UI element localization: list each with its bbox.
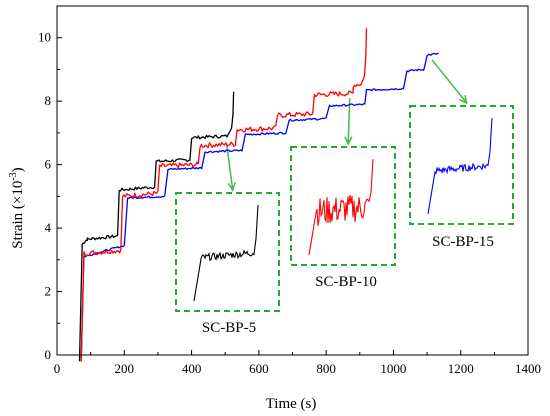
inset-label-sc-bp-10: SC-BP-10 bbox=[315, 274, 377, 290]
y-axis-title-close: ) bbox=[10, 167, 26, 172]
arrow-head-sc-bp-15 bbox=[459, 95, 468, 105]
y-tick-label: 6 bbox=[45, 157, 52, 172]
inset-trace-sc-bp-10 bbox=[308, 158, 374, 256]
inset-trace-sc-bp-5 bbox=[193, 204, 259, 302]
y-axis-title: Strain (×10-3) bbox=[8, 167, 26, 248]
x-tick-label: 600 bbox=[249, 361, 269, 376]
series-line-sc-bp-15 bbox=[80, 52, 439, 362]
x-tick-label: 1200 bbox=[448, 361, 474, 376]
y-tick-label: 0 bbox=[45, 347, 52, 362]
arrow-line-sc-bp-5 bbox=[226, 145, 234, 191]
y-tick-label: 8 bbox=[45, 93, 52, 108]
axes-layer: 0 200 400 600 800 1000 1200 1400 0 2 4 6 8 10 bbox=[38, 5, 541, 376]
inset-label-sc-bp-5: SC-BP-5 bbox=[202, 320, 256, 336]
arrow-head-sc-bp-5 bbox=[227, 182, 236, 192]
series-line-sc-bp-5 bbox=[78, 91, 235, 362]
inset-box-sc-bp-10 bbox=[290, 146, 396, 266]
arrow-line-sc-bp-15 bbox=[431, 59, 468, 104]
y-tick-label: 4 bbox=[45, 220, 52, 235]
inset-layer: SC-BP-5 SC-BP-10 SC-BP-15 bbox=[175, 59, 514, 336]
y-axis-title-exponent: -3 bbox=[8, 172, 19, 180]
series-line-sc-bp-10 bbox=[80, 28, 368, 362]
x-tick-label: 400 bbox=[182, 361, 202, 376]
arrow-head-sc-bp-10 bbox=[344, 136, 353, 146]
y-tick-label: 10 bbox=[38, 30, 51, 45]
x-tick-label: 200 bbox=[115, 361, 135, 376]
inset-box-sc-bp-5 bbox=[175, 192, 280, 312]
x-axis-title: Time (s) bbox=[266, 396, 317, 412]
x-tick-label: 1000 bbox=[380, 361, 406, 376]
x-tick-label: 1400 bbox=[515, 361, 541, 376]
y-tick-label: 2 bbox=[45, 284, 52, 299]
arrow-line-sc-bp-10 bbox=[347, 97, 351, 145]
inset-label-sc-bp-15: SC-BP-15 bbox=[432, 234, 494, 250]
x-tick-label: 800 bbox=[316, 361, 336, 376]
inset-trace-sc-bp-15 bbox=[427, 117, 493, 215]
x-tick-label: 0 bbox=[54, 361, 61, 376]
series-layer bbox=[78, 28, 439, 362]
